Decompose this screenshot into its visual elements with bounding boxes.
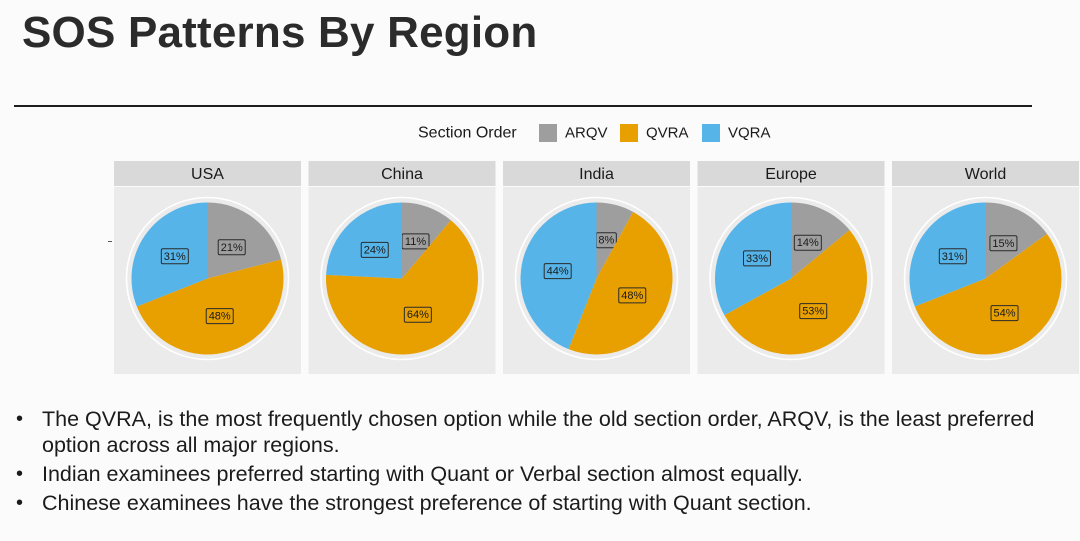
data-label-world-qvra: 54% [994, 308, 1016, 320]
data-label-box [360, 241, 389, 258]
legend-label-vqra: VQRA [728, 125, 771, 142]
data-label-box [543, 263, 572, 280]
legend-title: Section Order [418, 125, 517, 142]
facet-label-europe: Europe [765, 166, 817, 183]
legend-key-arqv [539, 124, 557, 142]
polar-gridline [903, 196, 1068, 361]
data-label-europe-vqra: 33% [746, 253, 768, 265]
axis-tick-mark [108, 241, 112, 242]
data-label-box [742, 250, 771, 267]
title-divider [14, 105, 1032, 107]
pie-slice-china-vqra [326, 202, 402, 279]
data-label-china-qvra: 64% [407, 309, 429, 321]
data-label-india-qvra: 48% [621, 290, 643, 302]
pie-slice-world-arqv [985, 202, 1047, 279]
data-label-box [401, 233, 430, 250]
page-title: SOS Patterns By Region [22, 8, 538, 57]
facet-label-usa: USA [191, 166, 224, 183]
data-label-usa-arqv: 21% [221, 242, 243, 254]
data-label-box [799, 303, 828, 320]
data-label-world-vqra: 31% [942, 251, 964, 263]
data-label-india-vqra: 44% [547, 266, 569, 278]
polar-gridline [514, 196, 679, 361]
data-label-box [938, 248, 967, 265]
facet-label-india: India [579, 166, 614, 183]
bullet-list: The QVRA, is the most frequently chosen … [16, 406, 1066, 519]
data-label-usa-vqra: 31% [164, 251, 186, 263]
data-label-world-arqv: 15% [992, 238, 1014, 250]
pie-slice-europe-arqv [791, 202, 850, 279]
legend-label-arqv: ARQV [565, 125, 608, 142]
data-label-europe-arqv: 14% [797, 237, 819, 249]
pie-slice-usa-qvra [136, 259, 284, 355]
bullet-item: The QVRA, is the most frequently chosen … [16, 406, 1066, 458]
pie-slice-europe-vqra [715, 202, 791, 316]
legend-label-qvra: QVRA [646, 125, 689, 142]
pie-slice-europe-qvra [724, 230, 867, 355]
pie-slice-world-qvra [914, 233, 1062, 355]
bullet-item: Chinese examinees have the strongest pre… [16, 490, 1066, 516]
data-label-europe-qvra: 53% [802, 306, 824, 318]
legend-key-vqra [702, 124, 720, 142]
data-label-box [989, 235, 1018, 252]
data-label-box [403, 306, 432, 323]
data-label-box [618, 287, 647, 304]
data-label-india-arqv: 8% [598, 235, 614, 247]
data-label-usa-qvra: 48% [209, 311, 231, 323]
data-label-box [160, 248, 189, 265]
data-label-china-vqra: 24% [364, 244, 386, 256]
pie-chart-panel-grid: Section Order ARQV QVRA VQRA USA 21% 48% 31% Chi… [114, 124, 1079, 374]
data-label-box [793, 234, 822, 251]
pie-slice-usa-vqra [131, 202, 208, 307]
facet-strip-india [503, 161, 690, 186]
pie-slice-china-qvra [326, 220, 479, 355]
pie-slice-china-arqv [402, 202, 451, 279]
polar-gridline [320, 196, 484, 361]
legend-key-qvra [620, 124, 638, 142]
data-label-china-arqv: 11% [405, 236, 426, 248]
polar-gridline [125, 196, 290, 361]
polar-gridline [709, 196, 873, 361]
facet-label-china: China [381, 166, 423, 183]
facet-strip-usa [114, 161, 301, 186]
pie-slice-usa-arqv [207, 202, 282, 279]
pie-slice-world-vqra [909, 202, 986, 307]
bullet-item: Indian examinees preferred starting with… [16, 461, 1066, 487]
data-label-box [205, 308, 234, 325]
pie-slice-india-vqra [520, 202, 597, 350]
facet-label-world: World [965, 166, 1007, 183]
facet-strip-world [892, 161, 1079, 186]
data-label-box [990, 305, 1019, 322]
data-label-box [217, 239, 246, 256]
pie-slice-india-qvra [568, 211, 673, 355]
pie-slice-india-arqv [596, 202, 634, 279]
facet-strip-europe [697, 161, 885, 186]
facet-strip-china [308, 161, 496, 186]
